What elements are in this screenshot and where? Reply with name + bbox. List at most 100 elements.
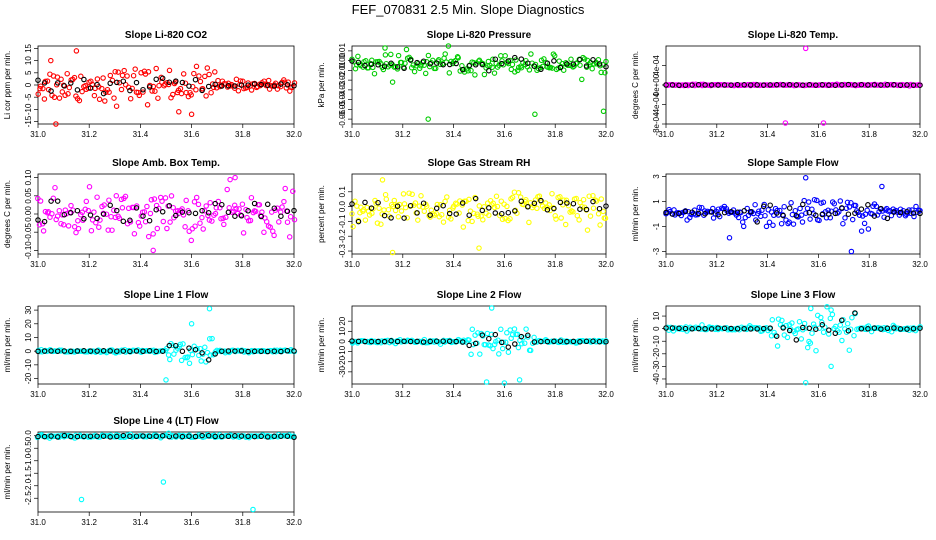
data-point [85,207,92,214]
data-point [715,82,721,88]
data-point [219,201,225,208]
x-tick-label: 31.4 [446,390,462,399]
data-point [891,325,897,331]
data-point [845,81,852,88]
data-point [491,341,498,348]
data-point [251,348,258,355]
data-point [570,61,577,67]
chart-panel-1: Slope Li-820 CO2 Li cor ppm per min. 31.0 3… [3,30,302,139]
data-point [52,184,58,191]
data-point [852,82,858,88]
x-tick-label: 31.8 [547,390,563,399]
data-point [94,348,100,354]
data-point [240,230,247,236]
x-tick-label: 31.2 [395,130,411,139]
data-point [209,335,215,342]
data-point [595,211,602,217]
data-point [192,433,199,440]
data-point [809,206,815,213]
y-axis-label: degrees C per min. [631,51,640,119]
data-point [197,220,203,226]
data-point [60,222,67,228]
data-point [111,95,117,101]
data-point [802,379,809,386]
plot-frame [351,45,607,125]
data-point [475,213,481,219]
data-point [527,347,534,354]
data-point [199,432,205,439]
data-point [721,325,728,332]
data-point [770,222,776,229]
data-point [511,326,518,332]
data-point [188,111,195,118]
data-point [192,210,199,217]
data-point [144,203,150,210]
data-point [786,205,793,211]
data-point [394,66,401,72]
data-point [118,196,125,203]
data-point [402,60,408,67]
data-point [385,206,392,213]
data-point [499,339,505,346]
data-point [398,208,405,214]
data-point [166,342,173,349]
data-point [806,209,813,216]
data-point [747,82,754,88]
data-point [212,200,218,207]
data-point [206,305,213,312]
data-point [754,326,760,332]
data-point [793,212,800,219]
data-point [54,198,61,204]
plot-frame [37,305,295,385]
data-point [173,212,179,219]
data-point [804,344,811,351]
data-point [189,351,196,358]
data-point [231,85,238,91]
data-point [177,85,184,92]
data-point [284,433,291,439]
data-point [538,338,544,345]
x-tick-label: 31.6 [184,260,200,269]
data-point [262,81,268,87]
data-point [291,216,298,223]
data-point [291,348,297,354]
data-point [235,88,242,94]
data-point [839,82,845,88]
data-point [61,348,68,354]
data-point [544,207,551,213]
data-point [669,211,676,217]
data-point [807,216,813,222]
data-point [864,207,870,214]
data-point [871,82,878,88]
data-point [515,344,522,351]
data-point [206,336,213,342]
data-point [265,77,272,84]
data-point [807,340,814,346]
data-point [245,348,251,355]
data-point [438,211,445,218]
data-point [87,85,94,91]
data-point [392,207,399,214]
data-point [362,199,368,206]
y-axis-label: degrees C per min. [3,180,12,248]
data-point [756,208,762,214]
data-point [803,325,809,331]
data-point [532,111,538,118]
data-point [58,220,64,227]
data-point [856,212,863,218]
data-point [515,190,522,196]
data-point [699,322,705,328]
data-point [291,207,297,214]
data-point [881,214,887,220]
data-point [100,75,106,81]
data-point [247,217,254,224]
data-point [76,97,83,104]
data-point [840,220,846,227]
data-point [133,79,140,86]
y-tick-label: -10 [652,335,661,347]
data-point [381,212,388,219]
data-point [865,202,871,208]
data-point [68,433,74,440]
data-point [425,116,431,122]
data-point [598,196,605,202]
